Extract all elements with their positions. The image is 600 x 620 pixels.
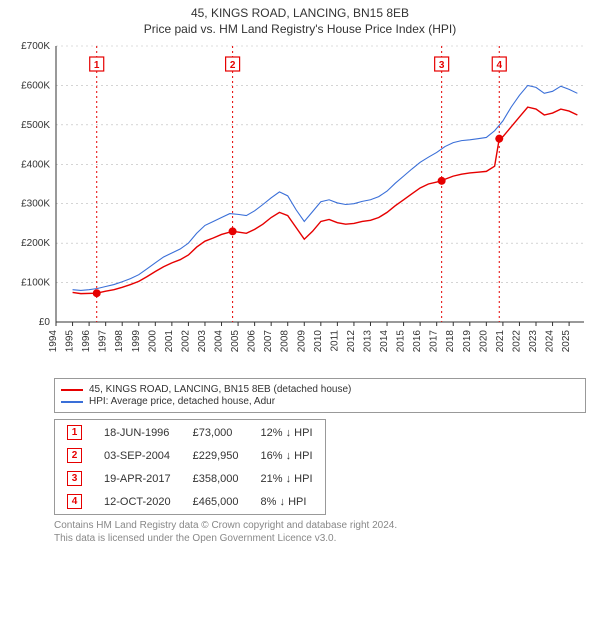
x-tick-label: 1997 (98, 330, 109, 353)
sale-dot-1 (93, 289, 101, 297)
legend-item: HPI: Average price, detached house, Adur (61, 396, 579, 407)
table-row: 3 19-APR-2017£358,00021% ↓ HPI (57, 468, 323, 489)
x-tick-label: 1998 (114, 330, 125, 353)
x-tick-label: 2006 (247, 330, 258, 353)
sale-number-box: 1 (67, 425, 82, 440)
table-row: 1 18-JUN-1996£73,00012% ↓ HPI (57, 422, 323, 443)
footer-line-1: Contains HM Land Registry data © Crown c… (54, 519, 586, 532)
price-chart: £0 £100K £200K £300K £400K £500K £600K £700K 199… (8, 42, 592, 372)
x-tick-label: 1996 (81, 330, 92, 353)
x-tick-label: 2021 (495, 330, 506, 353)
footer-line-2: This data is licensed under the Open Gov… (54, 532, 586, 545)
x-tick-label: 2022 (511, 330, 522, 353)
sale-date: 03-SEP-2004 (94, 445, 181, 466)
x-tick-label: 2019 (462, 330, 473, 353)
y-tick-label: £700K (21, 42, 50, 52)
sale-number-box: 2 (67, 448, 82, 463)
sale-box-label-4: 4 (496, 60, 502, 71)
x-tick-label: 2023 (528, 330, 539, 353)
x-tick-label: 2015 (396, 330, 407, 353)
sale-number-box: 3 (67, 471, 82, 486)
legend-label: HPI: Average price, detached house, Adur (89, 396, 275, 407)
sale-box-label-3: 3 (439, 60, 445, 71)
sale-box-label-1: 1 (94, 60, 100, 71)
legend-item: 45, KINGS ROAD, LANCING, BN15 8EB (detac… (61, 384, 579, 395)
sale-pct: 16% ↓ HPI (251, 445, 323, 466)
legend-swatch (61, 389, 83, 391)
x-tick-label: 2002 (180, 330, 191, 353)
sale-dot-4 (495, 135, 503, 143)
legend: 45, KINGS ROAD, LANCING, BN15 8EB (detac… (54, 378, 586, 413)
y-tick-label: £600K (21, 80, 50, 91)
x-tick-label: 2008 (280, 330, 291, 353)
footer: Contains HM Land Registry data © Crown c… (54, 519, 586, 545)
x-tick-label: 2000 (147, 330, 158, 353)
x-tick-label: 2016 (412, 330, 423, 353)
sale-pct: 12% ↓ HPI (251, 422, 323, 443)
sale-price: £73,000 (183, 422, 249, 443)
sale-price: £229,950 (183, 445, 249, 466)
sale-price: £465,000 (183, 491, 249, 512)
y-tick-label: £400K (21, 159, 50, 170)
x-tick-label: 2012 (346, 330, 357, 353)
sale-date: 19-APR-2017 (94, 468, 181, 489)
x-tick-label: 2005 (230, 330, 241, 353)
x-tick-label: 1999 (131, 330, 142, 353)
sale-pct: 8% ↓ HPI (251, 491, 323, 512)
x-tick-label: 2013 (362, 330, 373, 353)
page-subtitle: Price paid vs. HM Land Registry's House … (0, 22, 600, 36)
y-tick-label: £0 (39, 317, 51, 328)
sale-date: 12-OCT-2020 (94, 491, 181, 512)
series-blue (73, 85, 578, 290)
x-tick-label: 2025 (561, 330, 572, 353)
x-tick-label: 1995 (65, 330, 76, 353)
sale-box-label-2: 2 (230, 60, 236, 71)
x-tick-label: 2001 (164, 330, 175, 353)
y-tick-label: £300K (21, 199, 50, 210)
y-tick-label: £500K (21, 120, 50, 131)
page-title: 45, KINGS ROAD, LANCING, BN15 8EB (0, 6, 600, 20)
y-tick-label: £200K (21, 238, 50, 249)
x-tick-label: 1994 (48, 330, 59, 353)
x-tick-label: 2004 (214, 330, 225, 353)
table-row: 4 12-OCT-2020£465,0008% ↓ HPI (57, 491, 323, 512)
table-row: 2 03-SEP-2004£229,95016% ↓ HPI (57, 445, 323, 466)
sale-price: £358,000 (183, 468, 249, 489)
x-tick-label: 2007 (263, 330, 274, 353)
x-tick-label: 2018 (445, 330, 456, 353)
x-tick-label: 2010 (313, 330, 324, 353)
y-tick-label: £100K (21, 278, 50, 289)
x-tick-label: 2014 (379, 330, 390, 353)
sale-dot-3 (438, 177, 446, 185)
x-tick-label: 2024 (545, 330, 556, 353)
sale-number-box: 4 (67, 494, 82, 509)
x-tick-label: 2011 (329, 330, 340, 352)
chart-svg: £0 £100K £200K £300K £400K £500K £600K £700K 199… (8, 42, 592, 372)
x-tick-label: 2009 (296, 330, 307, 353)
x-tick-label: 2003 (197, 330, 208, 353)
x-tick-label: 2020 (478, 330, 489, 353)
legend-swatch (61, 401, 83, 403)
x-tick-label: 2017 (429, 330, 440, 353)
sale-date: 18-JUN-1996 (94, 422, 181, 443)
sales-table: 1 18-JUN-1996£73,00012% ↓ HPI 2 03-SEP-2004… (54, 419, 326, 515)
sale-dot-2 (229, 227, 237, 235)
legend-label: 45, KINGS ROAD, LANCING, BN15 8EB (detac… (89, 384, 351, 395)
sale-pct: 21% ↓ HPI (251, 468, 323, 489)
